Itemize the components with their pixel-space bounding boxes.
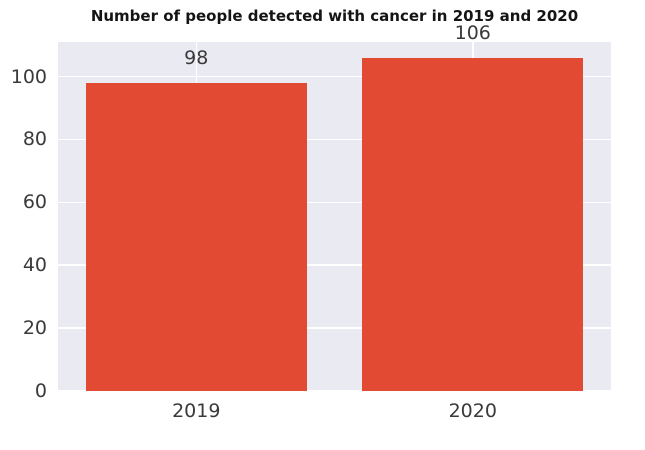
y-tick-label-20: 20 (22, 317, 47, 340)
bar-2020 (362, 57, 584, 391)
x-tick-label-2019: 2019 (172, 400, 221, 422)
y-tick-label-40: 40 (22, 254, 47, 277)
y-tick-label-80: 80 (22, 128, 47, 151)
gridline-horizontal-60 (58, 201, 611, 204)
bar-2019 (85, 82, 307, 391)
gridline-horizontal-100 (58, 75, 611, 78)
y-tick-label-100: 100 (10, 65, 47, 88)
gridline-horizontal-80 (58, 138, 611, 141)
x-tick-label-2020: 2020 (448, 400, 497, 422)
bar-value-label-2020: 106 (454, 22, 491, 45)
y-tick-label-0: 0 (34, 380, 47, 402)
chart-title: Number of people detected with cancer in… (90, 7, 579, 25)
gridline-horizontal-40 (58, 264, 611, 266)
plot-area (58, 42, 611, 392)
bar-value-label-2019: 98 (184, 47, 209, 70)
y-tick-label-60: 60 (22, 191, 47, 214)
gridline-horizontal-20 (58, 327, 611, 329)
gridline-horizontal-0 (58, 390, 611, 392)
